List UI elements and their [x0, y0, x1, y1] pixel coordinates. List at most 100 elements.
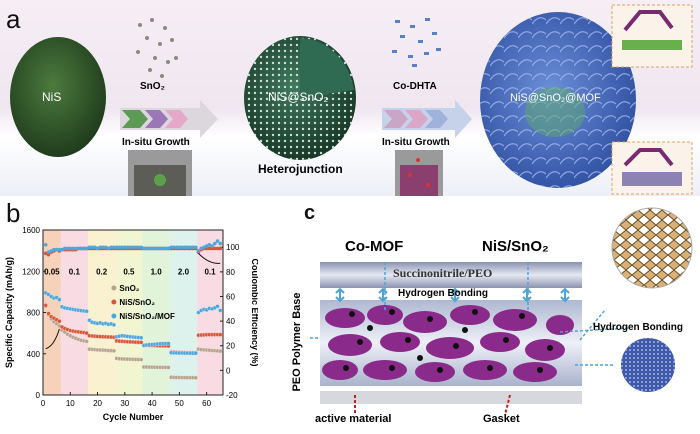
efficiency-point	[82, 246, 86, 251]
efficiency-axis-pointer	[198, 253, 221, 264]
efficiency-point	[131, 245, 135, 250]
capacity-point	[139, 335, 144, 340]
x-tick-label: 60	[202, 399, 211, 408]
efficiency-point	[210, 244, 214, 248]
y-tick-label: 1200	[22, 267, 40, 276]
efficiency-point	[215, 246, 220, 251]
efficiency-point	[71, 246, 75, 251]
nis-sno2-label: NiS/SnO₂	[482, 238, 549, 255]
sno2-particles	[136, 18, 178, 78]
y-right-tick-label: 20	[226, 342, 235, 351]
efficiency-point	[114, 245, 119, 250]
efficiency-point	[153, 246, 157, 251]
panel-a-letter: a	[6, 4, 21, 34]
cell-illustration	[310, 207, 693, 416]
rate-band	[169, 230, 198, 395]
arrow-2	[382, 100, 472, 138]
efficiency-point	[155, 246, 160, 251]
sno2-reagent-label: SnO₂	[140, 81, 165, 92]
efficiency-point	[199, 246, 203, 251]
capacity-point	[193, 351, 198, 356]
capacity-point	[57, 297, 62, 302]
y-right-axis-label: Coulombic Efficiency (%)	[250, 258, 258, 366]
efficiency-point	[60, 247, 64, 252]
x-axis-label: Cycle Number	[103, 412, 164, 422]
efficiency-point	[204, 246, 209, 251]
efficiency-point	[123, 245, 127, 250]
efficiency-point	[133, 245, 138, 250]
efficiency-point	[79, 246, 83, 251]
efficiency-point	[204, 244, 209, 248]
capacity-point	[218, 308, 223, 313]
synthesis-illustration	[10, 4, 693, 196]
hydrogen-bonding-zoom-circle	[611, 207, 693, 289]
efficiency-point	[65, 246, 70, 251]
efficiency-point	[76, 246, 81, 251]
efficiency-point	[188, 245, 193, 250]
efficiency-point	[202, 245, 206, 250]
efficiency-point	[142, 246, 146, 251]
gasket-layer	[320, 391, 582, 404]
inset-top	[611, 4, 693, 68]
x-tick-label: 10	[66, 399, 75, 408]
capacity-point	[139, 340, 144, 345]
rate-label: 0.5	[123, 267, 135, 276]
co-dhta-label: Co-DHTA	[393, 81, 437, 92]
rate-label: 0.2	[96, 267, 108, 276]
capacity-point	[84, 339, 89, 344]
x-tick-label: 0	[41, 399, 46, 408]
efficiency-point	[68, 246, 73, 251]
efficiency-point	[46, 252, 51, 257]
capacity-point	[84, 309, 89, 314]
efficiency-point	[136, 245, 141, 250]
y-tick-label: 400	[27, 350, 41, 359]
efficiency-point	[43, 242, 48, 247]
rate-band	[43, 230, 61, 395]
nis-sno2-mof-sphere	[480, 12, 636, 188]
legend-label: NiS/SnO₂/MOF	[119, 312, 175, 321]
x-tick-label: 20	[93, 399, 102, 408]
efficiency-point	[95, 246, 100, 251]
efficiency-point	[166, 246, 171, 251]
efficiency-point	[144, 246, 149, 251]
efficiency-point	[128, 245, 133, 250]
conductive-particles	[343, 309, 553, 373]
efficiency-point	[49, 249, 53, 253]
efficiency-point	[139, 245, 143, 250]
nis-sphere	[10, 37, 106, 157]
core-shell-label: NiS@SnO₂	[268, 90, 329, 104]
efficiency-point	[185, 245, 190, 250]
final-composite-label: NiS@SnO₂@MOF	[510, 92, 601, 104]
capacity-point	[166, 341, 171, 346]
efficiency-point	[150, 246, 154, 251]
efficiency-point	[191, 245, 195, 250]
hydrogen-bonding-center-label: Hydrogen Bonding	[398, 288, 488, 299]
rate-band	[115, 230, 143, 395]
efficiency-point	[73, 246, 78, 251]
y-right-tick-label: 40	[226, 317, 235, 326]
arrow-1	[120, 100, 218, 138]
beaker-1	[128, 150, 192, 196]
rate-label: 0.1	[204, 267, 216, 276]
capacity-axis-pointer	[45, 328, 60, 350]
y-right-tick-label: 0	[226, 366, 231, 375]
succinonitrile-layer	[320, 262, 582, 288]
panel-b-letter: b	[6, 198, 21, 228]
efficiency-point	[218, 246, 223, 251]
capacity-point	[111, 322, 117, 328]
panel-c-letter: c	[304, 202, 316, 224]
co-mof-label: Co-MOF	[345, 238, 404, 255]
efficiency-point	[207, 246, 212, 251]
hydrogen-bonding-right-label: Hydrogen Bonding	[593, 322, 683, 333]
y-right-tick-label: 80	[226, 268, 235, 277]
efficiency-point	[172, 245, 176, 250]
capacity-point	[166, 365, 171, 370]
efficiency-point	[125, 245, 130, 250]
capacity-point	[193, 375, 198, 380]
efficiency-point	[180, 245, 184, 250]
legend-marker	[111, 313, 117, 319]
nis-label: NiS	[42, 90, 62, 104]
y-tick-label: 0	[36, 391, 41, 400]
capacity-point	[218, 332, 223, 337]
y-right-tick-label: -20	[226, 391, 238, 400]
